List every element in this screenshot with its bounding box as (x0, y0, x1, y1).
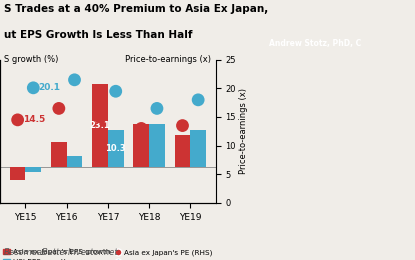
Point (195, 98, 201, 102)
Bar (25, 167, 41, 172)
Text: S growth (%): S growth (%) (4, 55, 59, 64)
Point (30, 86, 37, 90)
Bar (175, 135, 190, 167)
Bar (149, 124, 165, 167)
Point (15, 118, 21, 122)
Bar (108, 130, 124, 167)
Point (179, 124, 186, 128)
Text: Price-to-earnings (x): Price-to-earnings (x) (124, 55, 210, 64)
Point (71, 78, 78, 82)
Point (138, 126, 144, 131)
Text: Andrew Stotz, PhD, C: Andrew Stotz, PhD, C (269, 39, 361, 48)
Point (56, 106, 62, 110)
Point (154, 106, 160, 110)
Bar (190, 129, 206, 167)
Text: 14.5: 14.5 (22, 115, 45, 124)
Legend: Asia ex Japan's EPS growth, US' EPS growth, Asia ex Japan's PE (RHS), US' PE (RH: Asia ex Japan's EPS growth, US' EPS grow… (0, 246, 215, 260)
Text: 20.1: 20.1 (38, 83, 60, 92)
Bar (67, 156, 82, 167)
Text: BecomeaBetterInvestor.net: BecomeaBetterInvestor.net (4, 248, 119, 257)
Text: ut EPS Growth Is Less Than Half: ut EPS Growth Is Less Than Half (4, 30, 193, 40)
Bar (51, 142, 67, 167)
Bar (10, 167, 25, 180)
Y-axis label: Price-to-earnings (x): Price-to-earnings (x) (239, 88, 248, 174)
Text: 10.3: 10.3 (105, 144, 126, 153)
Point (97, 115, 103, 119)
Bar (92, 84, 108, 167)
Bar (134, 124, 149, 167)
Point (112, 89, 119, 93)
Text: 23.1: 23.1 (90, 121, 110, 130)
Text: S Trades at a 40% Premium to Asia Ex Japan,: S Trades at a 40% Premium to Asia Ex Jap… (4, 4, 269, 14)
